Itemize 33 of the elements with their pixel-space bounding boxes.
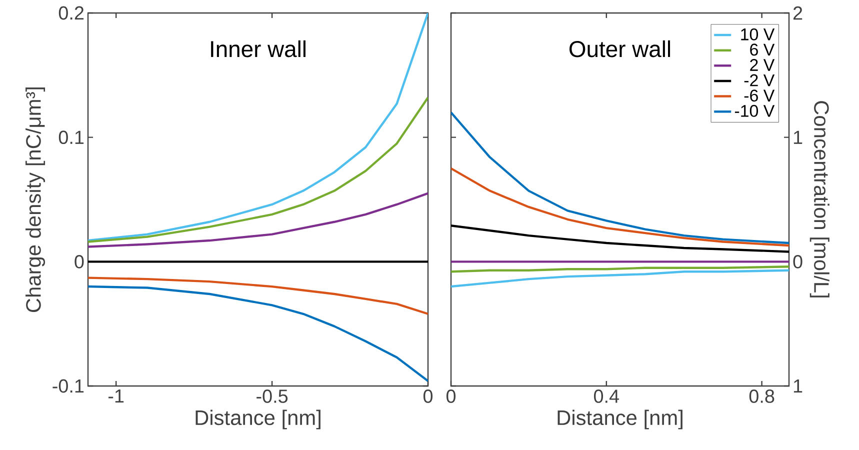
text: Inner wall bbox=[211, 40, 306, 58]
text: Outer wall bbox=[570, 40, 670, 58]
y-tick-label: 0.1 bbox=[58, 130, 84, 144]
x-tick-label: -0.5 bbox=[256, 390, 288, 403]
line-series bbox=[88, 285, 428, 382]
x-tick-label: 0 bbox=[423, 390, 433, 403]
legend-label: -6 V bbox=[744, 90, 775, 102]
y-tick-label: 0 bbox=[74, 254, 84, 268]
y-axis-title: Charge density [nC/μm³] bbox=[26, 87, 46, 312]
legend-label: -2 V bbox=[744, 74, 775, 86]
y2-tick-label: 0 bbox=[793, 254, 802, 268]
x-axis-title: Distance [nm] bbox=[558, 410, 682, 430]
legend-label: 2 V bbox=[750, 58, 775, 71]
x-tick-label: 0.4 bbox=[594, 390, 620, 403]
line-series bbox=[88, 276, 428, 315]
y2-tick-label: 1 bbox=[794, 130, 802, 144]
legend-label: -10 V bbox=[734, 104, 775, 117]
y2-tick-label: 2 bbox=[793, 6, 802, 20]
line-series bbox=[88, 192, 428, 248]
y2-axis-title: Concentration [mol/L] bbox=[810, 101, 830, 298]
x-tick-label: 0.8 bbox=[749, 390, 774, 403]
y-tick-label: 0.2 bbox=[58, 6, 84, 20]
legend-label: 10 V bbox=[741, 28, 775, 40]
line-series bbox=[451, 167, 789, 247]
y2-tick-label: 1 bbox=[794, 379, 802, 393]
x-tick-label: -1 bbox=[108, 390, 124, 403]
x-axis-title: Distance [nm] bbox=[196, 410, 320, 430]
line-series bbox=[88, 13, 428, 242]
x-tick-label: 0 bbox=[446, 390, 456, 403]
y-tick-label: -0.1 bbox=[52, 379, 84, 393]
legend-label: 6 V bbox=[750, 44, 775, 56]
line-series bbox=[451, 269, 789, 288]
line-series bbox=[88, 96, 428, 243]
